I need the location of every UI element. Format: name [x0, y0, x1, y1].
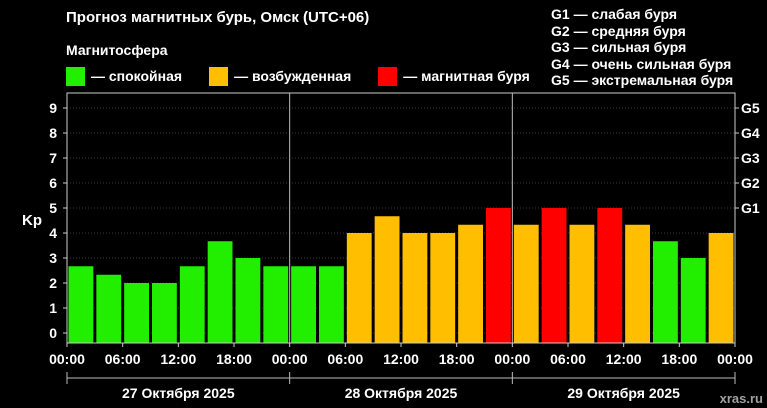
bar: [625, 224, 650, 343]
legend-swatch-active: [209, 66, 229, 86]
bar: [207, 241, 233, 343]
g-tick-label: G3: [741, 150, 760, 166]
legend-swatch-quiet: [66, 66, 85, 86]
bar: [513, 224, 539, 343]
legend-item-storm: — магнитная буря: [378, 66, 530, 86]
grid-layer: [67, 107, 735, 334]
bar: [541, 208, 567, 343]
bar: [263, 266, 289, 343]
g-tick-label: G2: [741, 175, 760, 191]
legend-item-quiet: — спокойная: [66, 66, 183, 86]
legend-item-active: — возбужденная: [209, 66, 352, 86]
storm-level-g5: G5 — экстремальная буря: [551, 72, 734, 88]
storm-level-g2: G2 — средняя буря: [551, 22, 686, 39]
legend: — спокойная — возбужденная — магнитная б…: [66, 66, 557, 86]
bar: [152, 283, 177, 343]
bar: [653, 241, 678, 343]
bar: [430, 233, 456, 343]
y-tick-label: 0: [49, 325, 57, 341]
storm-level-g1: G1 — слабая буря: [551, 6, 678, 22]
x-tick-label: 00:00: [717, 351, 753, 367]
watermark: xras.ru: [719, 391, 763, 406]
y-axis-label: Kp: [22, 212, 42, 229]
legend-label-active: — возбужденная: [234, 68, 352, 84]
legend-label-storm: — магнитная буря: [403, 68, 530, 84]
magnetosphere-label: Магнитосфера: [66, 42, 168, 58]
bar: [235, 258, 261, 343]
bar: [179, 266, 205, 343]
legend-swatch-storm: [378, 66, 398, 86]
x-tick-label: 00:00: [494, 351, 530, 367]
x-tick-label: 06:00: [105, 351, 141, 367]
bar: [708, 233, 734, 343]
x-tick-label: 12:00: [383, 351, 419, 367]
y-tick-label: 2: [49, 275, 57, 291]
y-tick-label: 8: [49, 125, 57, 141]
g-tick-label: G1: [741, 200, 760, 216]
g-tick-label: G5: [741, 100, 760, 116]
x-tick-label: 18:00: [661, 351, 697, 367]
x-tick-label: 00:00: [272, 351, 308, 367]
storm-level-g4: G4 — очень сильная буря: [551, 55, 732, 72]
y-tick-label: 9: [49, 100, 57, 116]
bar: [291, 266, 316, 343]
bar: [124, 283, 149, 343]
bar: [569, 224, 595, 343]
x-tick-label: 18:00: [439, 351, 475, 367]
y-tick-label: 1: [49, 300, 57, 316]
x-tick-label: 06:00: [327, 351, 363, 367]
bar: [68, 266, 94, 343]
chart-title: Прогноз магнитных бурь, Омск (UTC+06): [66, 9, 370, 26]
bar: [402, 233, 428, 343]
bar: [374, 216, 400, 343]
x-tick-label: 18:00: [216, 351, 252, 367]
x-tick-label: 12:00: [606, 351, 642, 367]
day-label: 27 Октября 2025: [122, 385, 235, 401]
g-tick-label: G4: [741, 125, 760, 141]
y-tick-label: 6: [49, 175, 57, 191]
x-tick-label: 12:00: [160, 351, 196, 367]
bar: [486, 208, 511, 343]
storm-level-list: G1 — слабая буря G2 — средняя буря G3 — …: [551, 6, 733, 89]
bar: [319, 266, 344, 343]
day-label: 29 Октября 2025: [567, 385, 680, 401]
bar: [346, 233, 372, 343]
labels-layer: 0 1 2 3 4 5 6 7 8 9 G1 G2 G3 G4 G5 Kp 00:00 06:00 12:00 18:…: [22, 100, 760, 401]
y-tick-label: 7: [49, 150, 57, 166]
bar: [96, 274, 122, 343]
axes-layer: [63, 92, 739, 384]
day-label: 28 Октября 2025: [345, 385, 458, 401]
y-tick-label: 5: [49, 200, 57, 216]
x-tick-label: 06:00: [550, 351, 586, 367]
bar: [597, 208, 623, 343]
bar: [680, 258, 706, 343]
x-tick-label: 00:00: [49, 351, 85, 367]
legend-label-quiet: — спокойная: [91, 68, 183, 84]
bars-layer: [68, 208, 734, 343]
y-tick-label: 3: [49, 250, 57, 266]
bar: [458, 224, 483, 343]
storm-level-g3: G3 — сильная буря: [551, 39, 687, 55]
y-tick-label: 4: [49, 225, 57, 241]
